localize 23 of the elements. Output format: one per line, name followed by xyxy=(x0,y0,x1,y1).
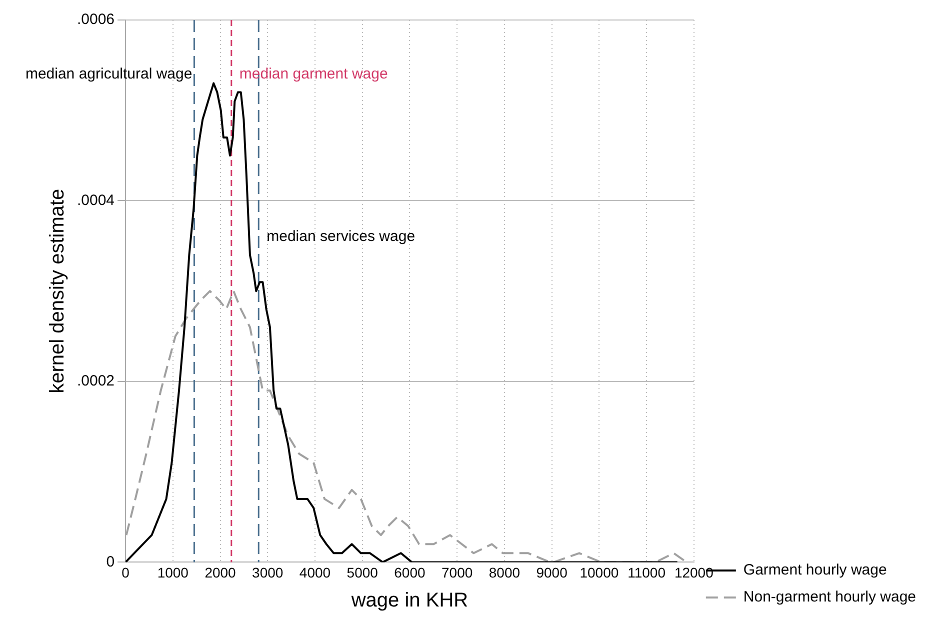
ref-line-label: median garment wage xyxy=(239,65,388,82)
x-tick-label: 9000 xyxy=(536,564,568,580)
x-tick-label: 7000 xyxy=(442,564,473,580)
legend-label: Garment hourly wage xyxy=(743,562,887,579)
x-tick-label: 2000 xyxy=(204,564,236,580)
x-tick-label: 3000 xyxy=(252,564,284,580)
y-tick-label: .0002 xyxy=(76,372,115,390)
x-tick-label: 1000 xyxy=(157,564,189,580)
y-axis-title: kernel density estimate xyxy=(46,188,69,394)
x-tick-label: 10000 xyxy=(580,564,619,580)
x-axis-title: wage in KHR xyxy=(350,590,468,612)
x-tick-label: 8000 xyxy=(488,564,520,580)
x-tick-label: 0 xyxy=(122,564,130,580)
ref-line-label: median services wage xyxy=(266,228,416,246)
x-tick-label: 11000 xyxy=(628,564,666,580)
x-tick-label: 6000 xyxy=(394,564,426,580)
x-tick-label: 5000 xyxy=(346,564,378,580)
x-tick-label: 12000 xyxy=(674,564,714,580)
ref-line-label: median agricultural wage xyxy=(25,65,192,82)
legend-label: Non-garment hourly wage xyxy=(743,588,916,606)
x-tick-label: 4000 xyxy=(299,564,331,580)
y-tick-label: .0006 xyxy=(76,11,115,28)
y-tick-label: .0004 xyxy=(76,192,115,209)
